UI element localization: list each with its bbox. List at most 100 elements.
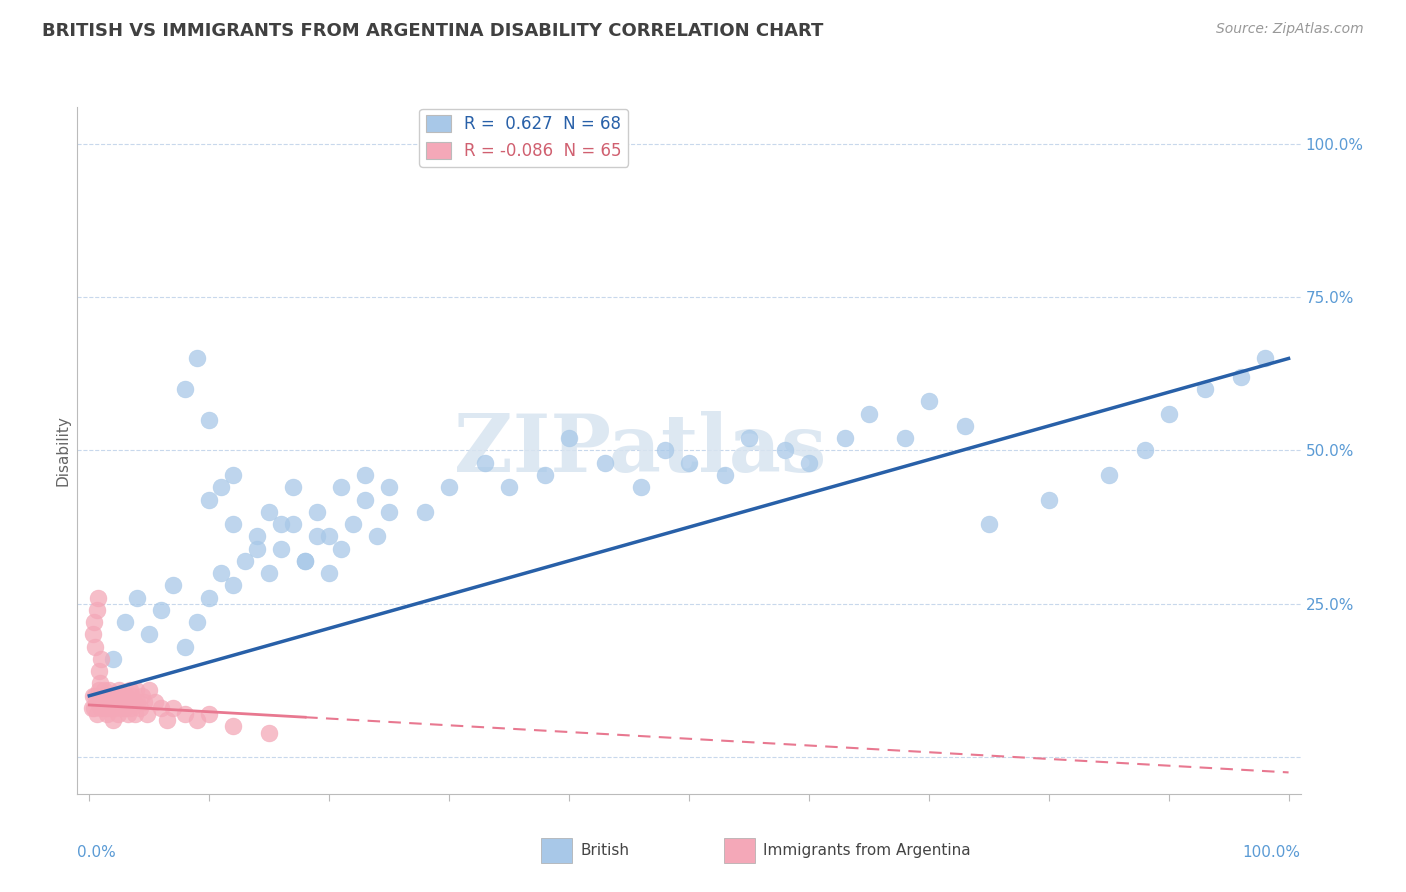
Point: [174, 640, 197, 654]
Text: 0.0%: 0.0%: [77, 846, 117, 861]
Text: ZIPatlas: ZIPatlas: [454, 411, 827, 490]
Point: [307, 505, 329, 519]
Point: [198, 707, 221, 722]
Point: [117, 707, 139, 722]
Point: [270, 541, 292, 556]
Text: Source: ZipAtlas.com: Source: ZipAtlas.com: [1216, 22, 1364, 37]
Point: [186, 351, 208, 366]
Point: [101, 689, 124, 703]
Point: [366, 529, 388, 543]
Point: [87, 695, 110, 709]
Point: [93, 682, 115, 697]
Point: [858, 407, 880, 421]
Point: [198, 591, 221, 605]
Legend: R =  0.627  N = 68, R = -0.086  N = 65: R = 0.627 N = 68, R = -0.086 N = 65: [419, 109, 628, 167]
Point: [82, 627, 104, 641]
Point: [98, 695, 121, 709]
Point: [80, 701, 103, 715]
Point: [222, 578, 245, 592]
Point: [918, 394, 941, 409]
Point: [558, 431, 581, 445]
Point: [1157, 407, 1180, 421]
Point: [131, 689, 153, 703]
Point: [96, 707, 118, 722]
Point: [233, 554, 256, 568]
Point: [1194, 382, 1216, 396]
Point: [209, 566, 232, 581]
Point: [114, 701, 136, 715]
Point: [87, 664, 110, 678]
Point: [83, 701, 105, 715]
Point: [110, 695, 132, 709]
Point: [86, 707, 108, 722]
Point: [112, 695, 135, 709]
Point: [1038, 492, 1060, 507]
Point: [128, 701, 150, 715]
Point: [330, 541, 353, 556]
Point: [96, 701, 118, 715]
Point: [156, 714, 179, 728]
Point: [90, 652, 112, 666]
Point: [198, 413, 221, 427]
Point: [107, 707, 129, 722]
Point: [162, 701, 184, 715]
Point: [134, 695, 156, 709]
Point: [89, 676, 111, 690]
Point: [738, 431, 761, 445]
Point: [103, 701, 125, 715]
Point: [354, 467, 377, 482]
Point: [246, 529, 269, 543]
Point: [894, 431, 917, 445]
Point: [283, 480, 305, 494]
Text: BRITISH VS IMMIGRANTS FROM ARGENTINA DISABILITY CORRELATION CHART: BRITISH VS IMMIGRANTS FROM ARGENTINA DIS…: [42, 22, 824, 40]
Point: [270, 516, 292, 531]
Point: [111, 701, 134, 715]
Point: [1229, 369, 1251, 384]
Point: [222, 516, 245, 531]
Point: [1133, 443, 1156, 458]
Point: [97, 682, 120, 697]
Point: [120, 701, 142, 715]
Point: [413, 505, 436, 519]
Point: [330, 480, 353, 494]
Point: [100, 701, 122, 715]
Point: [246, 541, 269, 556]
Point: [342, 516, 364, 531]
Point: [108, 682, 131, 697]
Point: [209, 480, 232, 494]
Point: [86, 603, 108, 617]
Point: [953, 418, 976, 433]
Point: [437, 480, 460, 494]
Point: [127, 695, 149, 709]
Point: [977, 516, 1000, 531]
Point: [257, 725, 280, 739]
Point: [89, 695, 111, 709]
Point: [105, 695, 128, 709]
Point: [257, 566, 280, 581]
Point: [318, 529, 340, 543]
Point: [94, 689, 117, 703]
Point: [138, 627, 160, 641]
Point: [121, 689, 143, 703]
Point: [114, 615, 136, 630]
Point: [378, 480, 401, 494]
Text: 100.0%: 100.0%: [1243, 846, 1301, 861]
Point: [378, 505, 401, 519]
Text: Immigrants from Argentina: Immigrants from Argentina: [763, 844, 972, 858]
Point: [84, 689, 107, 703]
Point: [103, 714, 125, 728]
Point: [122, 695, 145, 709]
Point: [83, 615, 105, 630]
Point: [94, 701, 117, 715]
Point: [127, 591, 149, 605]
Point: [138, 682, 160, 697]
Point: [118, 695, 141, 709]
Point: [174, 707, 197, 722]
Point: [162, 578, 184, 592]
Point: [186, 615, 208, 630]
Point: [186, 714, 208, 728]
Point: [354, 492, 377, 507]
Point: [120, 682, 142, 697]
Point: [630, 480, 652, 494]
Point: [834, 431, 856, 445]
